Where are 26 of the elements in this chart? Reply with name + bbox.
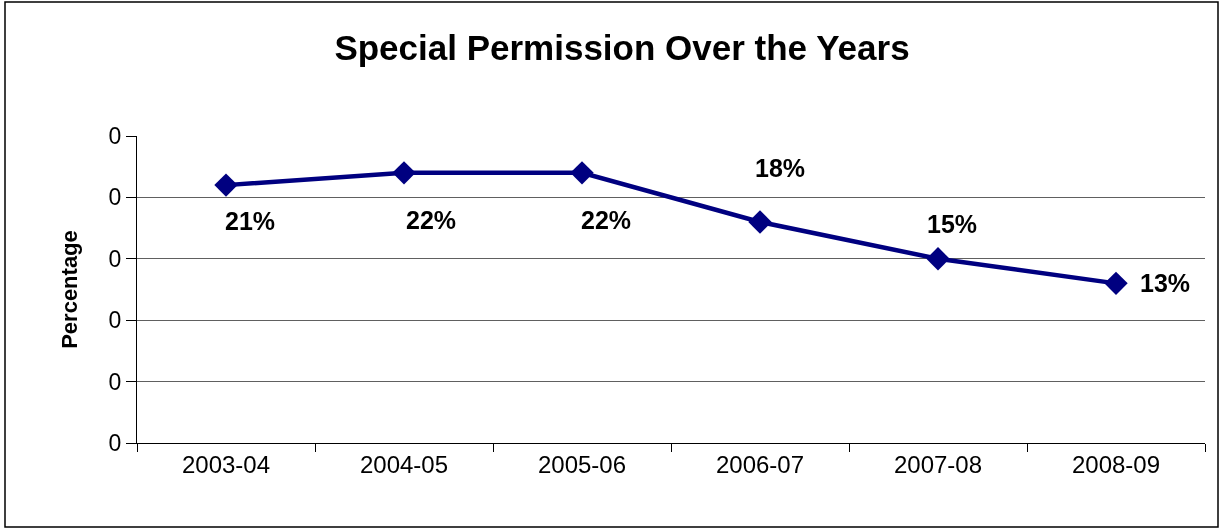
data-label: 22% (581, 206, 632, 234)
data-label: 21% (225, 207, 276, 235)
data-label: 18% (755, 154, 806, 182)
x-tick-label: 2004-05 (359, 450, 449, 478)
point (926, 247, 950, 271)
x-tick-label: 2007-08 (893, 450, 983, 478)
point (1104, 271, 1128, 296)
point (214, 173, 238, 197)
data-label: 22% (406, 206, 457, 234)
x-tick-label: 2006-07 (715, 450, 805, 478)
y-axis-title: Percentage (57, 230, 83, 349)
x-tick-label: 2005-06 (537, 450, 627, 478)
x-tick-label: 2008-09 (1071, 450, 1161, 478)
y-tick-label: 0 (108, 307, 122, 334)
point (748, 210, 772, 234)
y-tick-label: 0 (108, 245, 122, 272)
y-tick-label: 0 (108, 184, 122, 211)
data-label: 15% (927, 210, 978, 238)
y-tick-label: 0 (108, 430, 122, 457)
chart-title: Special Permission Over the Years (334, 28, 910, 68)
data-label: 13% (1140, 269, 1191, 297)
x-tick-label: 2003-04 (181, 450, 271, 478)
y-tick-label: 0 (108, 123, 122, 150)
point (392, 161, 416, 185)
y-tick-label: 0 (108, 368, 122, 395)
point (570, 161, 594, 185)
